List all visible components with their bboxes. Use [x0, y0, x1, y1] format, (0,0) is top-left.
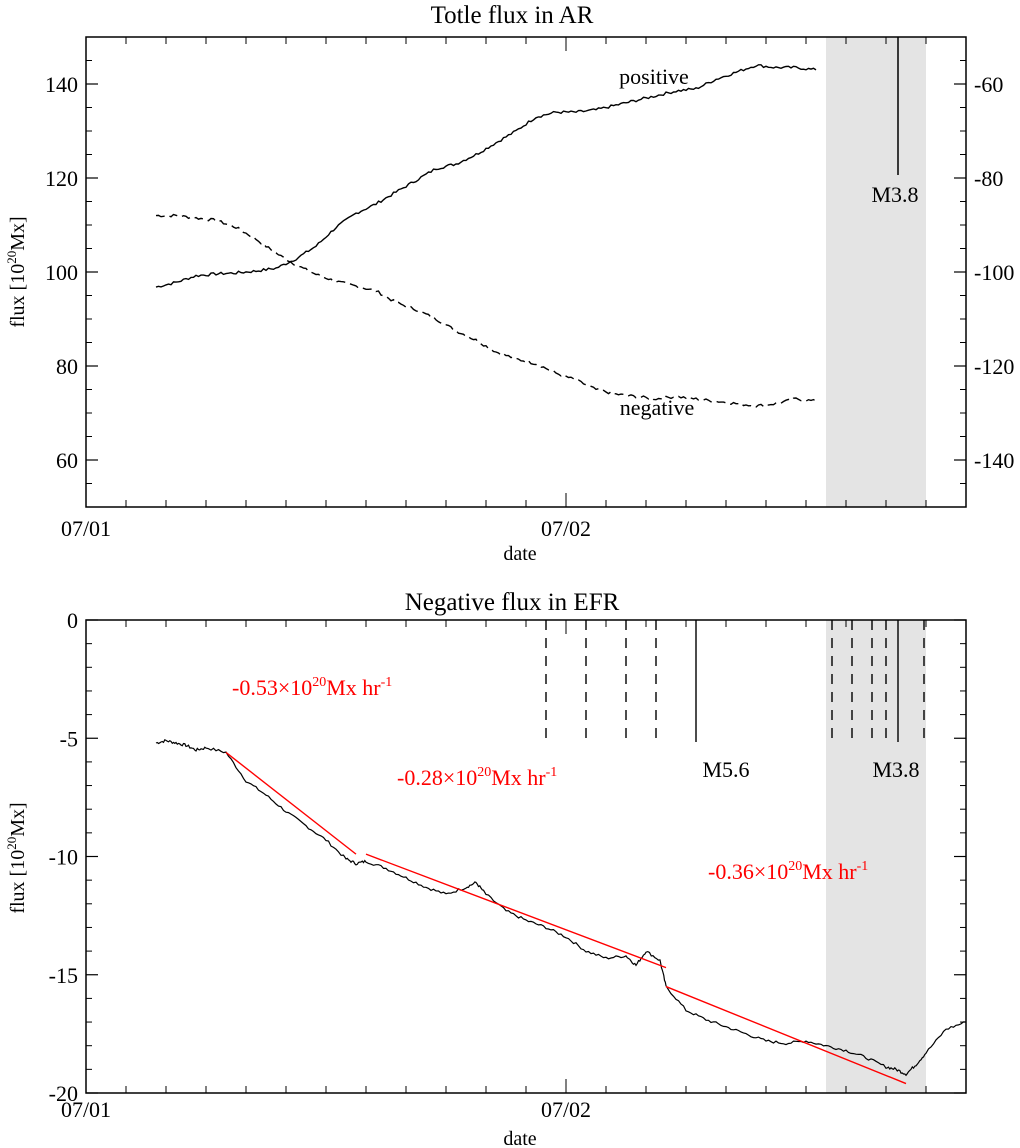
- top-x-tick-label: 07/01: [61, 516, 111, 541]
- top-flare-label-m38: M3.8: [871, 182, 918, 207]
- bottom-series-negative-flux: [155, 738, 967, 1077]
- top-y-axis-label: flux [1020Mx]: [4, 216, 29, 327]
- top-plot-frame: [85, 36, 967, 508]
- bottom-x-tick-label: 07/02: [541, 1097, 591, 1122]
- top-y-tick-label: 120: [45, 166, 78, 191]
- top-y-tick-label: 80: [56, 354, 78, 379]
- fit-line-2: [365, 853, 667, 969]
- bottom-x-tick-label: 07/01: [61, 1097, 111, 1122]
- bottom-chart-title: Negative flux in EFR: [405, 589, 620, 616]
- bottom-flare-shade: [826, 620, 926, 1093]
- bottom-plot-frame: [85, 619, 967, 1094]
- bottom-flare-label-m38: M3.8: [872, 757, 919, 782]
- bottom-y-tick-label: -20: [49, 1081, 78, 1106]
- fit-rate-label-1: -0.53×1020Mx hr-1: [232, 675, 392, 700]
- top-y2-tick-label: -100: [974, 260, 1014, 285]
- bottom-y-tick-label: -15: [49, 963, 78, 988]
- top-y2-tick-label: -80: [974, 166, 1003, 191]
- fit-rate-label-3: -0.36×1020Mx hr-1: [708, 859, 868, 884]
- top-chart-title: Totle flux in AR: [431, 2, 594, 29]
- top-y-tick-label: 60: [56, 448, 78, 473]
- top-chart: 140 120 100 80 60 -60 -80 -100 -120 -140 07/01 07/0…: [4, 2, 1014, 565]
- top-x-tick-label: 07/02: [541, 516, 591, 541]
- top-y-tick-label: 140: [45, 72, 78, 97]
- bottom-x-axis-label: date: [503, 1128, 536, 1148]
- bottom-y-axis-label: flux [1020Mx]: [4, 802, 29, 913]
- bottom-y-tick-label: -5: [60, 726, 78, 751]
- fit-line-1: [225, 751, 357, 855]
- flare-label-m56: M5.6: [702, 757, 749, 782]
- bottom-y-tick-label: 0: [67, 608, 78, 633]
- top-y2-tick-label: -60: [974, 72, 1003, 97]
- top-y-tick-label: 100: [45, 260, 78, 285]
- negative-series-label: negative: [620, 395, 695, 420]
- top-y2-tick-label: -140: [974, 448, 1014, 473]
- top-y2-tick-label: -120: [974, 354, 1014, 379]
- top-x-axis-label: date: [503, 543, 536, 565]
- bottom-y-tick-label: -10: [49, 845, 78, 870]
- top-series-negative: [155, 213, 817, 408]
- top-series-positive: [155, 64, 817, 288]
- fit-rate-label-2: -0.28×1020Mx hr-1: [397, 765, 557, 790]
- fit-line-3: [665, 985, 907, 1085]
- positive-series-label: positive: [619, 64, 689, 89]
- top-flare-shade: [826, 37, 926, 507]
